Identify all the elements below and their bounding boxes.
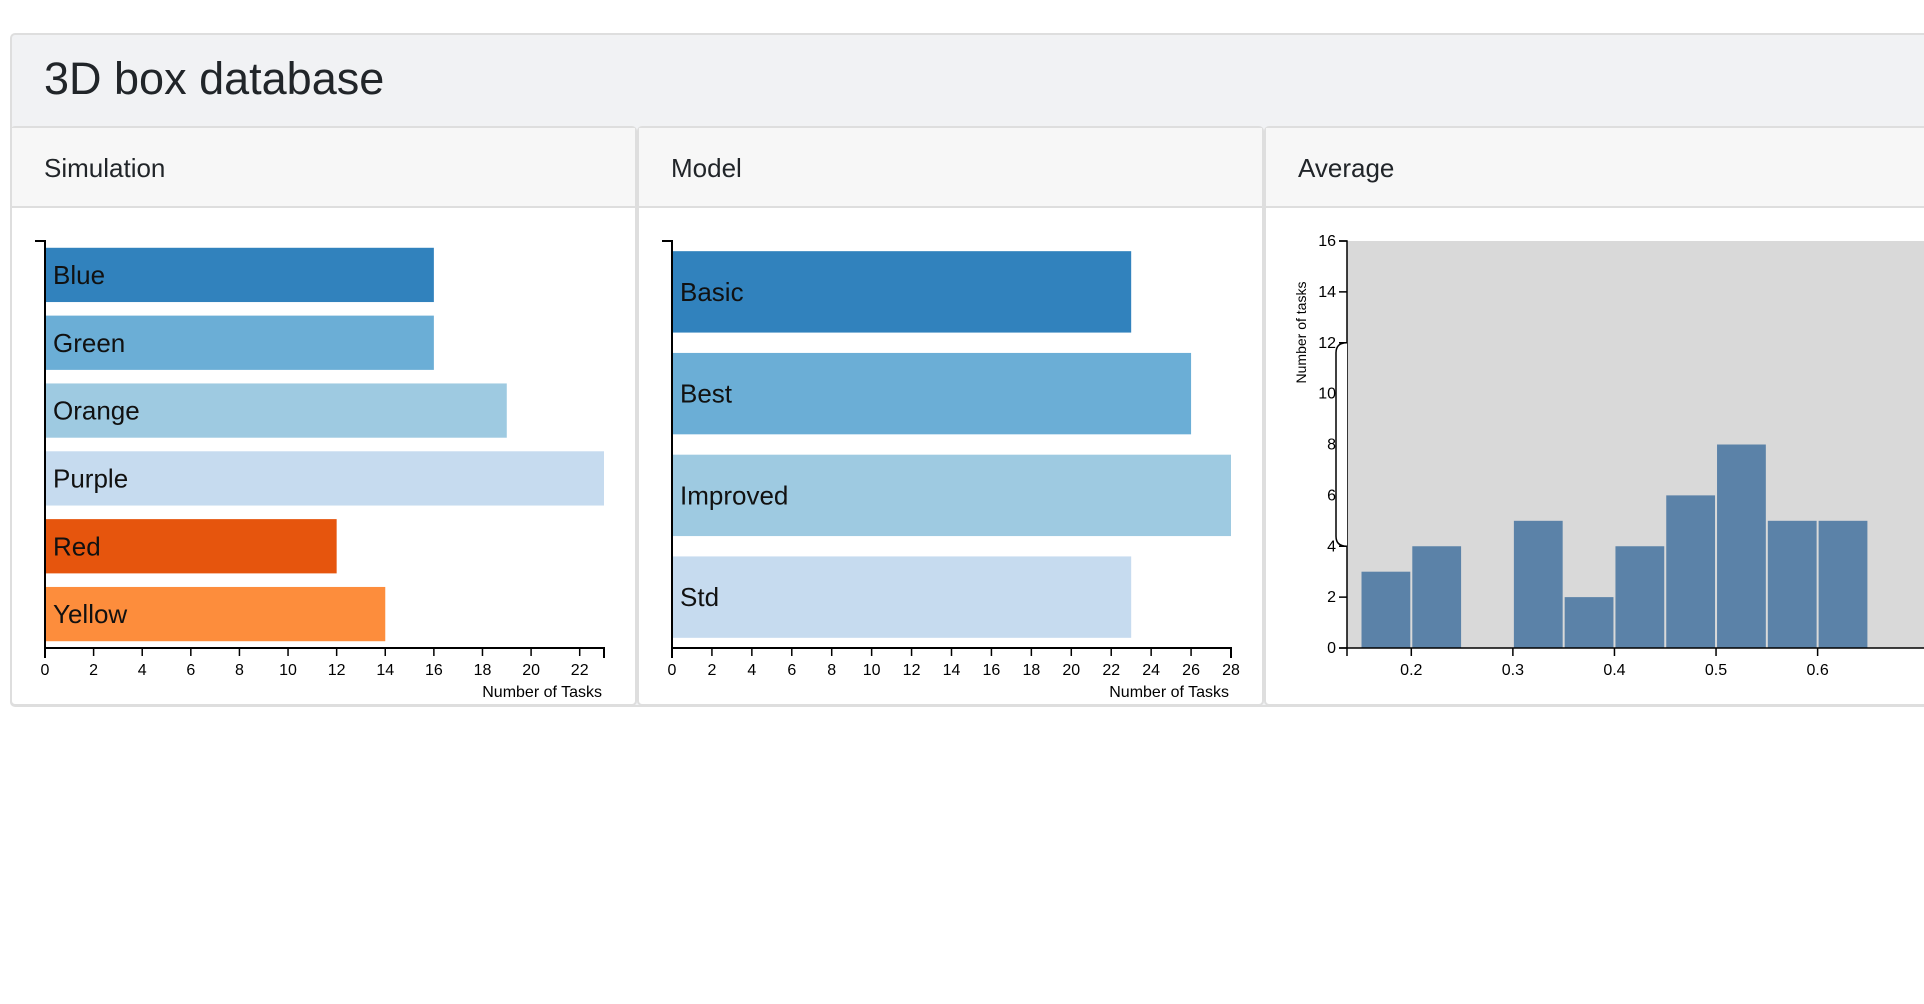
bar-best [672,352,1192,435]
average-histogram: 0 2 4 6 8 10 12 14 16 Number of tasks 0.2 0.3 0.4 0.5… [1293,233,1924,679]
x-tick-label-14: 14 [943,662,961,679]
histogram-bin-7 [1717,444,1766,648]
histogram-bin-1 [1412,546,1462,648]
histogram-bin-4 [1564,597,1614,648]
bar-label-purple: Purple [53,463,128,493]
x-axis-title: Number of Tasks [1109,684,1229,701]
simulation-panel-title: Simulation [44,153,166,183]
x-tick-label-2: 2 [89,662,98,679]
simulation-panel-header: Simulation [12,128,635,208]
x-tick-label-10: 10 [863,662,881,679]
y-tick-label-8: 8 [1327,437,1336,454]
x-tick-label-0-2: 0.2 [1400,662,1422,679]
y-tick-label-0: 0 [1327,640,1336,657]
bar-label-std: Std [680,582,719,612]
y-tick-label-16: 16 [1318,233,1336,250]
bar-improved [672,454,1231,537]
bar-label-red: Red [53,531,101,561]
average-panel-title: Average [1298,153,1395,183]
bar-red [45,519,337,574]
histogram-bin-8 [1767,520,1817,648]
bar-label-basic: Basic [680,277,744,307]
bar-yellow [45,586,386,642]
average-panel: Average 0 2 4 6 8 10 12 14 16 Number of tasks 0.2 0… [1264,126,1924,706]
x-axis-title: Number of Tasks [482,684,602,701]
simulation-chart: Blue Green Orange Purple Red Yellow 0 2 4 6 8 10 12 1… [35,240,605,701]
y-tick-label-12: 12 [1318,335,1336,352]
y-tick-label-4: 4 [1327,538,1336,555]
x-tick-label-26: 26 [1182,662,1200,679]
x-tick-label-28: 28 [1222,662,1240,679]
x-tick-label-24: 24 [1142,662,1160,679]
x-tick-label-14: 14 [376,662,394,679]
y-tick-label-2: 2 [1327,589,1336,606]
x-tick-label-4: 4 [138,662,147,679]
x-tick-label-22: 22 [1102,662,1120,679]
x-tick-label-16: 16 [425,662,443,679]
histogram-bin-5 [1615,546,1665,648]
y-tick-label-14: 14 [1318,284,1336,301]
bar-orange [45,383,507,438]
x-tick-label-18: 18 [474,662,492,679]
y-tick-label-10: 10 [1318,386,1336,403]
histogram-bin-3 [1513,520,1563,648]
model-panel-header: Model [639,128,1262,208]
x-tick-label-12: 12 [328,662,346,679]
simulation-panel: Simulation Blue Green Orange Purple Red Yello… [10,126,637,706]
model-panel-title: Model [671,153,742,183]
x-tick-label-8: 8 [827,662,836,679]
x-tick-label-4: 4 [747,662,756,679]
bar-label-yellow: Yellow [53,599,127,629]
bar-basic [672,251,1132,333]
histogram-bin-0 [1361,571,1411,648]
x-tick-label-12: 12 [903,662,921,679]
x-tick-label-6: 6 [186,662,195,679]
y-axis-title: Number of tasks [1293,282,1309,384]
bar-purple [45,451,604,506]
model-panel: Model Basic Best Improved Std 0 2 4 6 8 10 12 14 16 1… [637,126,1264,706]
bar-std [672,556,1132,638]
x-tick-label-0-4: 0.4 [1603,662,1625,679]
bar-label-orange: Orange [53,396,140,426]
x-tick-label-20: 20 [522,662,540,679]
x-tick-label-6: 6 [787,662,796,679]
x-tick-label-22: 22 [571,662,589,679]
bar-label-green: Green [53,328,125,358]
y-tick-label-6: 6 [1327,487,1336,504]
x-axis-line [44,647,605,658]
x-tick-label-16: 16 [983,662,1001,679]
bar-label-improved: Improved [680,480,788,510]
x-tick-label-8: 8 [235,662,244,679]
bar-green [45,315,434,370]
histogram-bin-6 [1666,495,1716,648]
x-tick-label-20: 20 [1062,662,1080,679]
x-tick-label-0: 0 [41,662,50,679]
x-tick-label-2: 2 [707,662,716,679]
page-title: 3D box database [44,53,385,104]
histogram-bin-9 [1818,520,1868,648]
y-axis-line [662,240,673,648]
x-axis-line [1346,647,1924,656]
brush-handle [1335,342,1348,547]
bar-blue [45,247,434,303]
x-tick-label-18: 18 [1022,662,1040,679]
x-tick-label-10: 10 [279,662,297,679]
x-tick-label-0: 0 [668,662,677,679]
bar-label-best: Best [680,379,733,409]
y-axis-line [35,240,46,648]
average-panel-header: Average [1266,128,1924,208]
bar-label-blue: Blue [53,260,105,290]
x-tick-label-0-6: 0.6 [1806,662,1828,679]
x-tick-label-0-3: 0.3 [1502,662,1524,679]
x-tick-label-0-5: 0.5 [1705,662,1727,679]
